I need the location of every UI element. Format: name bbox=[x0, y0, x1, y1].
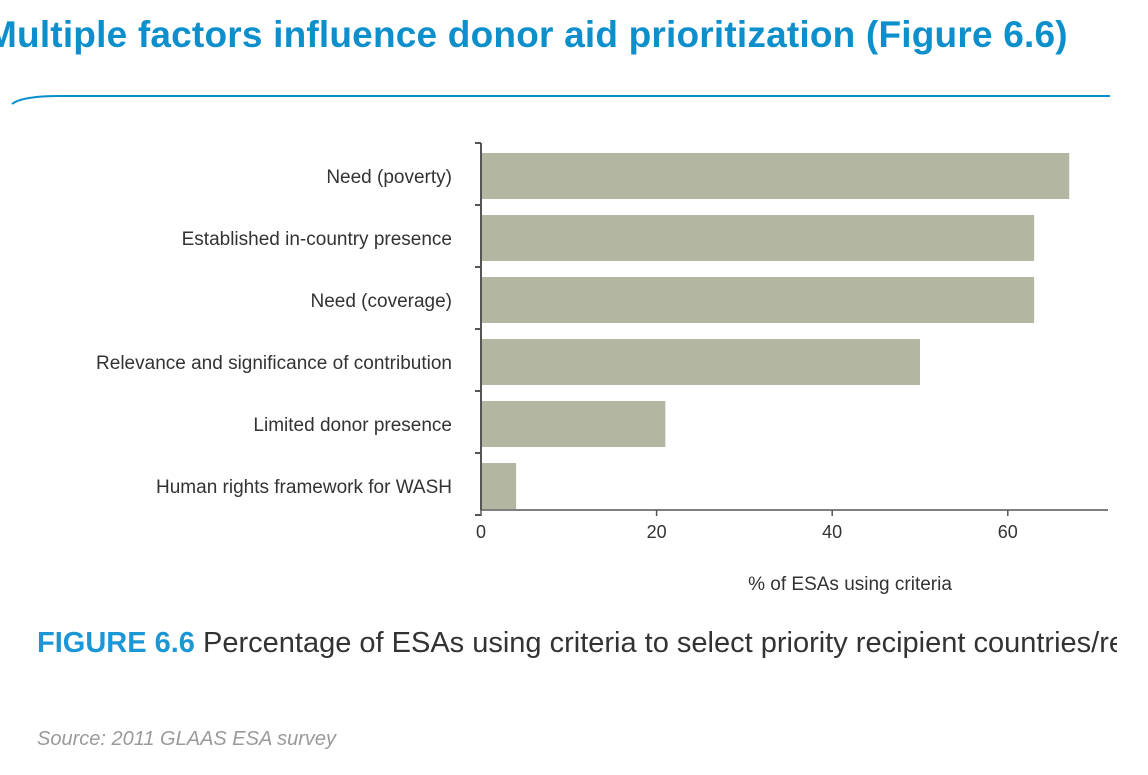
category-label-1: Need (poverty) bbox=[326, 167, 452, 188]
x-tick-label-40: 40 bbox=[822, 522, 842, 542]
x-tick-label-20: 20 bbox=[647, 522, 667, 542]
bar-3 bbox=[481, 277, 1035, 323]
figure-label: FIGURE 6.6 bbox=[37, 627, 195, 659]
x-tick-label-0: 0 bbox=[476, 522, 486, 542]
bars-layer bbox=[481, 153, 1070, 509]
bar-1 bbox=[481, 153, 1070, 199]
category-label-3: Need (coverage) bbox=[310, 291, 452, 312]
bar-5 bbox=[481, 401, 666, 447]
axes: 0 20 40 60 bbox=[475, 142, 1108, 542]
category-label-6: Human rights framework for WASH bbox=[156, 477, 452, 498]
bar-4 bbox=[481, 339, 920, 385]
figure-caption-text: Percentage of ESAs using criteria to sel… bbox=[203, 627, 1117, 659]
bar-6 bbox=[481, 463, 517, 509]
x-tick-label-60: 60 bbox=[998, 522, 1018, 542]
category-labels: Need (poverty) Established in-country pre… bbox=[96, 167, 452, 498]
category-label-2: Established in-country presence bbox=[182, 229, 452, 250]
source-note: Source: 2011 GLAAS ESA survey bbox=[37, 728, 337, 750]
category-label-5: Limited donor presence bbox=[253, 415, 452, 436]
title-underline bbox=[11, 95, 1110, 105]
slide-title: Multiple factors influence donor aid pri… bbox=[0, 14, 1068, 55]
x-axis-label: % of ESAs using criteria bbox=[748, 574, 952, 595]
category-label-4: Relevance and significance of contributi… bbox=[96, 353, 452, 374]
figure-caption: FIGURE 6.6 Percentage of ESAs using crit… bbox=[37, 622, 1117, 664]
bar-chart: Need (poverty) Established in-country pre… bbox=[96, 142, 1108, 595]
bar-2 bbox=[481, 215, 1035, 261]
